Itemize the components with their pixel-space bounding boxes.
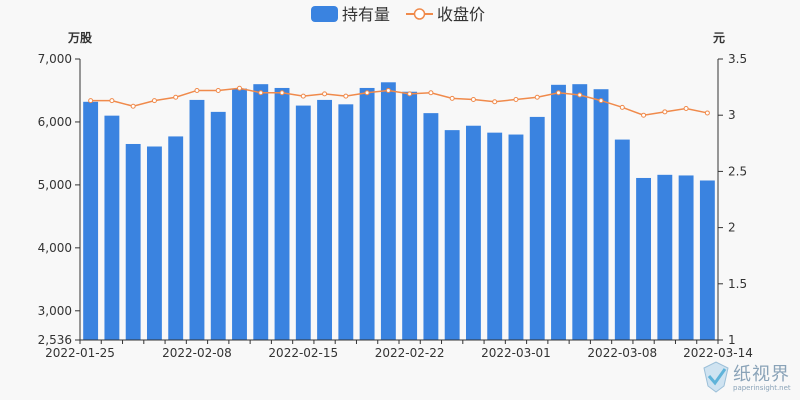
price-point[interactable] — [322, 91, 328, 97]
price-point[interactable] — [683, 105, 689, 111]
price-point[interactable] — [215, 87, 221, 93]
bar[interactable] — [274, 87, 290, 341]
price-point[interactable] — [449, 95, 455, 101]
bar[interactable] — [168, 136, 184, 340]
bar[interactable] — [508, 134, 524, 340]
price-point[interactable] — [385, 87, 391, 93]
price-point[interactable] — [300, 93, 306, 99]
x-tick-label: 2022-02-15 — [268, 346, 338, 360]
price-point[interactable] — [88, 98, 94, 104]
y-right-unit: 元 — [713, 31, 725, 45]
x-tick-label: 2022-02-08 — [162, 346, 232, 360]
bar[interactable] — [444, 130, 460, 340]
price-point[interactable] — [343, 93, 349, 99]
price-point[interactable] — [598, 98, 604, 104]
y-right-tick-label: 1.5 — [728, 277, 747, 291]
bar[interactable] — [146, 146, 162, 340]
price-point[interactable] — [704, 110, 710, 116]
y-right-tick-label: 1 — [728, 333, 736, 347]
price-point[interactable] — [364, 90, 370, 96]
bar[interactable] — [125, 143, 141, 340]
bar[interactable] — [529, 116, 545, 340]
bar-series — [83, 82, 715, 341]
bar[interactable] — [83, 101, 99, 340]
price-point[interactable] — [130, 103, 136, 109]
price-point[interactable] — [641, 112, 647, 118]
price-point[interactable] — [151, 98, 157, 104]
price-point[interactable] — [534, 94, 540, 100]
price-point[interactable] — [237, 85, 242, 91]
legend-bar-swatch[interactable] — [311, 6, 338, 22]
y-left-tick-label: 5,000 — [38, 178, 72, 192]
bar[interactable] — [402, 91, 418, 340]
bar[interactable] — [189, 99, 205, 340]
bar[interactable] — [657, 174, 673, 340]
price-point[interactable] — [109, 98, 115, 104]
bar[interactable] — [487, 132, 503, 340]
y-left-unit: 万股 — [67, 30, 93, 45]
y-left-tick-label: 2,536 — [38, 333, 72, 347]
bar[interactable] — [614, 139, 630, 340]
bar[interactable] — [593, 89, 609, 340]
watermark-logo-icon — [703, 361, 729, 393]
y-right-tick-label: 2 — [728, 221, 736, 235]
x-tick-label: 2022-03-14 — [683, 346, 753, 360]
price-point[interactable] — [194, 87, 200, 93]
watermark-url: paperinsight.net — [733, 384, 791, 392]
line-series — [88, 85, 710, 118]
price-point[interactable] — [492, 99, 498, 105]
y-right-tick-label: 3 — [728, 108, 736, 122]
price-point[interactable] — [662, 109, 668, 115]
chart-legend[interactable]: 持有量 收盘价 — [311, 5, 485, 24]
y-left-axis: 7,000 6,000 5,000 4,000 3,000 2,536 — [38, 52, 81, 347]
price-point[interactable] — [556, 90, 561, 96]
bar[interactable] — [253, 84, 269, 340]
x-tick-label: 2022-03-08 — [587, 346, 657, 360]
bar[interactable] — [678, 175, 694, 340]
y-right-tick-label: 3.5 — [728, 52, 747, 66]
bar[interactable] — [359, 87, 375, 341]
price-point[interactable] — [258, 90, 264, 96]
price-point[interactable] — [577, 92, 583, 98]
y-left-tick-label: 3,000 — [38, 304, 72, 318]
price-line — [90, 87, 708, 116]
bar[interactable] — [380, 82, 396, 340]
legend-bar-label[interactable]: 持有量 — [342, 5, 390, 24]
y-left-tick-label: 7,000 — [38, 52, 72, 66]
bar[interactable] — [317, 99, 333, 340]
price-point[interactable] — [279, 90, 285, 96]
x-tick-label: 2022-02-22 — [375, 346, 445, 360]
bar[interactable] — [423, 113, 439, 340]
y-right-tick-label: 2.5 — [728, 164, 747, 178]
x-tick-label: 2022-01-25 — [45, 346, 115, 360]
watermark-text: 纸视界 — [733, 364, 790, 385]
price-point[interactable] — [428, 90, 434, 96]
bar[interactable] — [551, 84, 566, 341]
legend-line-label[interactable]: 收盘价 — [437, 5, 485, 24]
bar[interactable] — [465, 125, 481, 340]
x-axis: 2022-01-25 2022-02-08 2022-02-15 2022-02-22… — [45, 339, 753, 360]
price-point[interactable] — [619, 104, 625, 110]
bar[interactable] — [232, 88, 247, 340]
y-left-tick-label: 4,000 — [38, 241, 72, 255]
bar[interactable] — [210, 111, 226, 340]
y-right-axis: 3.5 3 2.5 2 1.5 1 — [717, 52, 747, 347]
bar[interactable] — [572, 84, 588, 340]
bar[interactable] — [295, 105, 311, 340]
watermark: 纸视界 paperinsight.net — [700, 358, 800, 400]
bar[interactable] — [104, 115, 120, 340]
bar[interactable] — [636, 177, 652, 340]
bar[interactable] — [699, 180, 715, 340]
legend-line-marker[interactable] — [413, 8, 426, 20]
price-point[interactable] — [407, 91, 413, 97]
price-point[interactable] — [173, 94, 179, 100]
price-point[interactable] — [513, 96, 519, 102]
x-tick-label: 2022-03-01 — [481, 346, 551, 360]
bar[interactable] — [338, 104, 354, 341]
y-left-tick-label: 6,000 — [38, 115, 72, 129]
price-point[interactable] — [470, 96, 476, 102]
